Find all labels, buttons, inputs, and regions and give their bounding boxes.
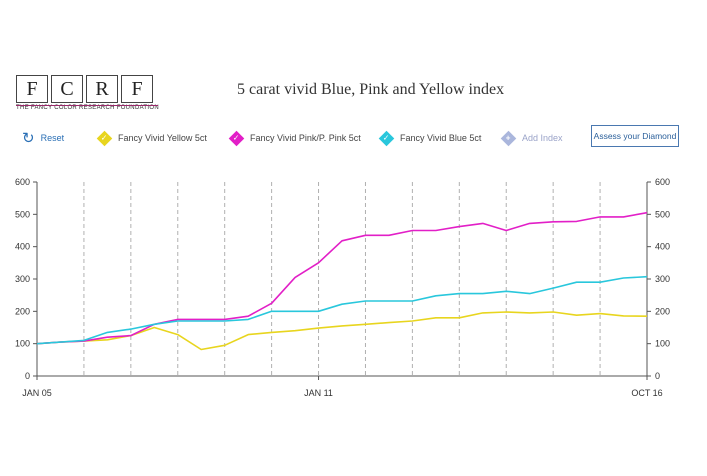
series: [36, 211, 648, 351]
series-line-1: [36, 211, 648, 345]
y-tick-label: 0: [655, 371, 660, 381]
refresh-icon: ↻: [22, 130, 35, 147]
assess-diamond-button[interactable]: Assess your Diamond: [591, 125, 679, 147]
y-tick-label: 100: [655, 339, 670, 349]
add-index-label: Add Index: [522, 133, 563, 143]
toggle-blue-series[interactable]: ✓ Fancy Vivid Blue 5ct: [378, 128, 481, 148]
x-tick-label: JAN 11: [304, 388, 333, 398]
y-tick-label: 300: [15, 274, 30, 284]
y-tick-label: 300: [655, 274, 670, 284]
logo-letter: F: [121, 75, 153, 103]
x-tick-label: OCT 16: [631, 388, 662, 398]
x-tick-label: JAN 05: [22, 388, 52, 398]
y-tick-label: 200: [15, 306, 30, 316]
y-tick-label: 600: [655, 177, 670, 187]
y-tick-label: 500: [655, 209, 670, 219]
y-tick-label: 400: [15, 242, 30, 252]
add-index-button[interactable]: + Add Index: [500, 128, 563, 148]
y-tick-label: 200: [655, 306, 670, 316]
chart-controls: ↻ Reset ✓ Fancy Vivid Yellow 5ct ✓ Fancy…: [18, 125, 688, 148]
toggle-label: Fancy Vivid Pink/P. Pink 5ct: [250, 133, 361, 143]
toggle-label: Fancy Vivid Yellow 5ct: [118, 133, 207, 143]
y-tick-label: 0: [25, 371, 30, 381]
series-line-2: [36, 275, 648, 345]
toggle-label: Fancy Vivid Blue 5ct: [400, 133, 482, 143]
logo-letter: C: [51, 75, 83, 103]
series-line-0: [36, 311, 648, 351]
y-tick-label: 500: [15, 209, 30, 219]
grid: [83, 182, 601, 376]
toggle-yellow-series[interactable]: ✓ Fancy Vivid Yellow 5ct: [96, 128, 207, 148]
reset-label: Reset: [40, 133, 65, 143]
axes: 0 0 100 100 200 200 300 300 400 400 500 500 600 600 JA…: [15, 177, 670, 398]
y-tick-label: 600: [15, 177, 30, 187]
chart-title: 5 carat vivid Blue, Pink and Yellow inde…: [237, 81, 505, 98]
logo-letter: R: [86, 75, 118, 103]
fcrf-logo: F C R F THE FANCY COLOR RESEARCH FOUNDAT…: [16, 75, 159, 113]
logo-tagline: THE FANCY COLOR RESEARCH FOUNDATION: [16, 105, 159, 111]
logo-letter: F: [16, 75, 48, 103]
logo-underline: [16, 105, 158, 106]
y-tick-label: 100: [15, 339, 30, 349]
toggle-pink-series[interactable]: ✓ Fancy Vivid Pink/P. Pink 5ct: [228, 128, 361, 148]
y-tick-label: 400: [655, 242, 670, 252]
reset-button[interactable]: ↻ Reset: [22, 128, 64, 148]
